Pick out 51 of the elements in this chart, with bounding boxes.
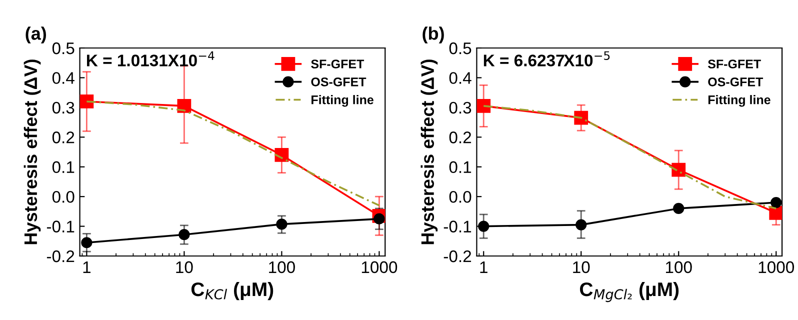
y-tick-label: -0.1 <box>444 220 472 232</box>
point <box>80 94 94 108</box>
x-tick-label: 10 <box>176 261 193 274</box>
y-tick-label: 0.5 <box>52 42 74 54</box>
y-axis-title: Hysteresis effect (ΔV) <box>420 60 438 244</box>
chart-title: (a) <box>26 26 46 44</box>
y-tick-label: 0.4 <box>52 72 74 84</box>
y-tick-label: 0.0 <box>52 190 74 203</box>
x-tick-label: 100 <box>269 261 295 274</box>
y-tick-label: 0.2 <box>52 132 74 144</box>
legend-label: Fitting line <box>708 95 770 107</box>
y-tick-label: 0.1 <box>449 161 472 174</box>
y-tick-label: -0.2 <box>444 250 472 262</box>
point <box>177 99 192 113</box>
x-axis-title: C$_{MgCl₂}$ (μM) <box>580 282 679 302</box>
y-tick-label: -0.1 <box>46 220 74 232</box>
legend-label: SF-GFET <box>708 60 761 68</box>
x-tick-label: 10 <box>573 261 590 274</box>
legend-label: Fitting line <box>312 95 374 107</box>
y-tick-label: 0.2 <box>449 132 472 144</box>
point <box>374 213 385 224</box>
point <box>81 237 92 248</box>
annotation: K = 1.0131X10$^{−4}$ <box>87 51 214 66</box>
chart-title: (b) <box>422 26 444 44</box>
point <box>478 220 490 232</box>
y-tick-label: 0.0 <box>449 190 472 203</box>
x-axis-title: C$_{KCl}$ (μM) <box>191 282 274 300</box>
legend-label: OS-GFET <box>708 77 764 86</box>
point <box>769 206 782 220</box>
point <box>178 229 190 240</box>
x-tick-label: 100 <box>666 261 692 274</box>
y-tick-label: 0.5 <box>449 42 472 54</box>
y-tick-label: -0.2 <box>46 250 74 262</box>
legend-label: SF-GFET <box>311 60 364 68</box>
y-tick-label: 0.1 <box>52 161 74 174</box>
annotation: K = 6.6237X10$^{−5}$ <box>484 51 610 66</box>
x-tick-label: 1000 <box>758 261 794 274</box>
point <box>476 99 491 113</box>
y-axis-title: Hysteresis effect (ΔV) <box>24 60 41 244</box>
legend-label: OS-GFET <box>311 77 366 86</box>
point <box>276 218 288 230</box>
point <box>673 202 684 214</box>
x-tick-label: 1 <box>480 261 488 273</box>
x-tick-label: 1000 <box>362 261 398 274</box>
point <box>672 162 686 177</box>
y-tick-label: 0.3 <box>52 102 74 114</box>
point <box>770 196 782 208</box>
y-tick-label: 0.3 <box>449 102 472 114</box>
y-tick-label: 0.4 <box>449 72 472 84</box>
point <box>576 219 587 230</box>
x-tick-label: 1 <box>83 261 91 273</box>
